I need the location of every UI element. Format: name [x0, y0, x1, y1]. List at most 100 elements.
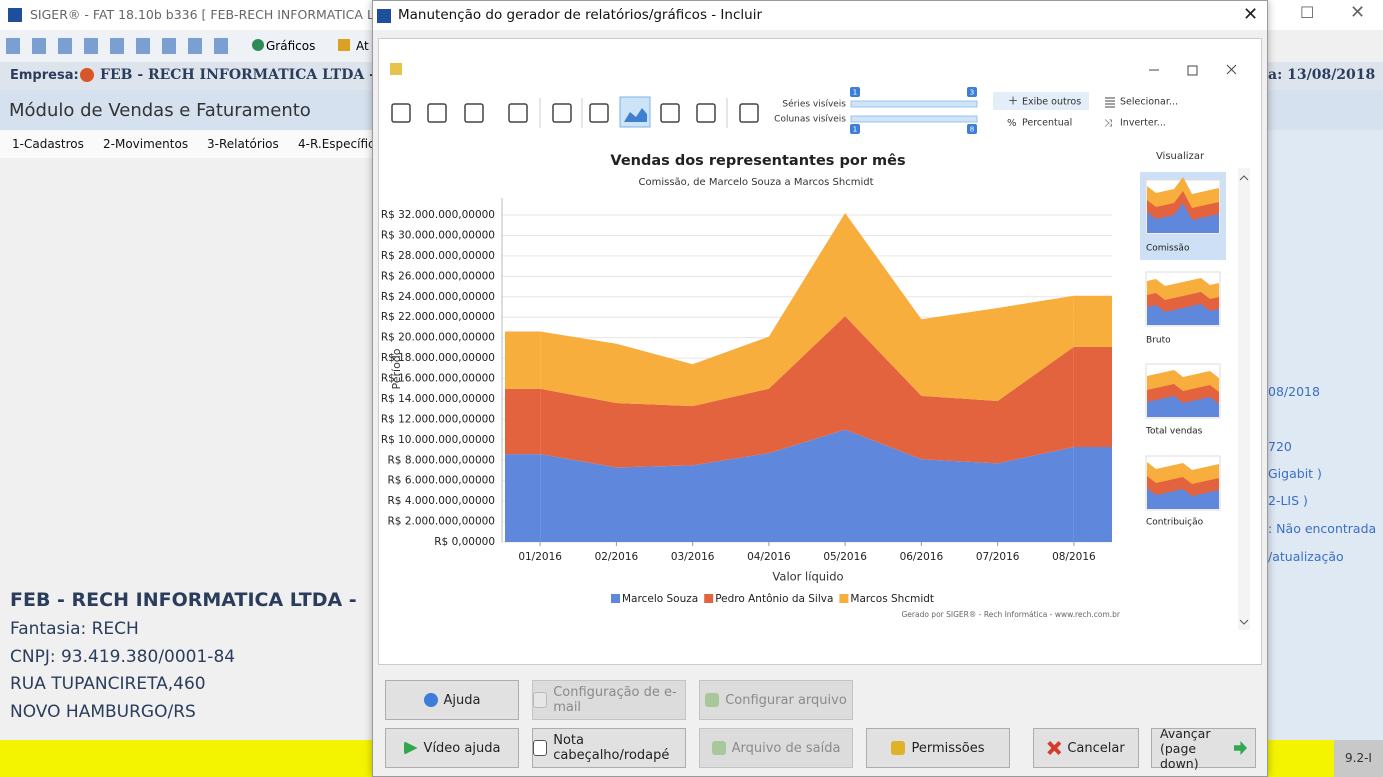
x-tick-label: 03/2016 — [671, 551, 715, 563]
thumbnail-area — [1147, 488, 1219, 509]
list-icon — [1105, 97, 1115, 108]
button[interactable]: Avançar (page down) — [1151, 726, 1256, 771]
side-info: 720 — [1268, 439, 1292, 454]
button[interactable]: Configuração de e-mail — [532, 680, 686, 720]
menu-item[interactable]: 2-Movimentos — [103, 137, 189, 151]
scroll-arrows[interactable] — [1239, 175, 1249, 625]
button[interactable]: Ajuda — [385, 680, 519, 720]
slider-thumb[interactable] — [850, 87, 860, 97]
dialog-title-bar: Manutenção do gerador de relatórios/gráf… — [373, 1, 1267, 30]
close[interactable]: ✕ — [1350, 2, 1366, 23]
y-tick-label: R$ 26.000.000,00000 — [381, 270, 495, 282]
button[interactable]: Configurar arquivo — [699, 680, 853, 720]
button[interactable]: Vídeo ajuda — [385, 728, 519, 768]
slider-value: 1 — [853, 126, 857, 134]
view-item[interactable]: Comissão — [1146, 244, 1190, 254]
company-icon — [80, 68, 94, 82]
columns-label: Colunas visíveis — [774, 115, 846, 125]
tool-icon[interactable] — [589, 103, 609, 123]
maximize[interactable]: ☐ — [1300, 3, 1315, 22]
tool-icon[interactable] — [696, 103, 716, 123]
slider-thumb[interactable] — [850, 124, 860, 134]
toolbar-item[interactable]: At — [356, 39, 369, 53]
y-tick-label: R$ 32.000.000,00000 — [381, 209, 495, 221]
company-info: NOVO HAMBURGO/RS — [10, 701, 196, 722]
menu-item[interactable]: 3-Relatórios — [207, 137, 279, 151]
window-icon — [390, 63, 402, 75]
maximize[interactable] — [1187, 65, 1198, 76]
version-box: 9.2-I — [1334, 740, 1383, 777]
y-tick-label: R$ 24.000.000,00000 — [381, 291, 495, 303]
x-tick-label: 07/2016 — [976, 551, 1020, 563]
y-tick-label: R$ 10.000.000,00000 — [381, 434, 495, 446]
slider-thumb[interactable] — [967, 87, 977, 97]
chart-window: Séries visíveis Colunas visíveis 1 31 8 + … — [381, 63, 1250, 630]
side-panel: 08/2018 720 Gigabit ) 2-LIS ): Não encontra… — [1268, 130, 1383, 740]
option-highlight — [993, 92, 1089, 110]
toolbar-item[interactable]: Gráficos — [266, 39, 316, 53]
scrollbar[interactable] — [1238, 168, 1250, 630]
side-info: 08/2018 — [1268, 384, 1320, 399]
series-slider[interactable] — [850, 100, 978, 108]
button-label: Ajuda — [443, 692, 481, 708]
plus-icon: + — [1008, 94, 1018, 108]
y-tick-label: R$ 4.000.000,00000 — [388, 495, 496, 507]
y-tick-label: R$ 30.000.000,00000 — [381, 229, 495, 241]
option[interactable]: Percentual — [1022, 118, 1072, 129]
menu-bar: 1-Cadastros 2-Movimentos 3-Relatórios 4-R.E… — [0, 130, 409, 158]
selected-tool — [619, 96, 651, 128]
legend-swatch — [611, 594, 620, 603]
x-tick-label: 06/2016 — [900, 551, 944, 563]
option[interactable]: Selecionar... — [1120, 97, 1178, 108]
view-item[interactable]: Contribuição — [1146, 518, 1204, 528]
date: a: 13/08/2018 — [1268, 67, 1376, 83]
tool-icon[interactable] — [660, 103, 680, 123]
side-info: 2-LIS ) — [1268, 493, 1308, 508]
y-tick-label: R$ 14.000.000,00000 — [381, 393, 495, 405]
tool-icon[interactable] — [552, 103, 572, 123]
button-label: Configuração de e-mail — [553, 685, 677, 715]
button-label: Arquivo de saída — [731, 740, 841, 756]
close[interactable] — [1226, 64, 1237, 75]
toolbar-icons — [6, 38, 236, 54]
view-item[interactable]: Bruto — [1146, 336, 1171, 346]
tool-icon[interactable] — [464, 103, 484, 123]
tool-icon[interactable] — [391, 103, 411, 123]
dialog-close[interactable]: ✕ — [1243, 4, 1259, 25]
tool-icon[interactable] — [508, 103, 528, 123]
option[interactable]: Exibe outros — [1022, 97, 1081, 108]
thumbnail-area — [1147, 203, 1219, 233]
legend-label: Marcos Shcmidt — [850, 593, 934, 605]
company-info: Fantasia: RECH — [10, 619, 139, 639]
legend-label: Pedro Antônio da Silva — [715, 593, 833, 605]
button[interactable]: Nota cabeçalho/rodapé — [532, 728, 686, 768]
chart-icon — [252, 39, 264, 51]
chart-title: Vendas dos representantes por mês — [610, 153, 905, 169]
y-tick-label: R$ 22.000.000,00000 — [381, 311, 495, 323]
view-item[interactable]: Total vendas — [1145, 427, 1203, 437]
menu-item[interactable]: 1-Cadastros — [12, 137, 84, 151]
button[interactable]: Cancelar — [1033, 728, 1139, 768]
button-label: Nota cabeçalho/rodapé — [553, 733, 670, 763]
area-edge — [505, 331, 541, 389]
area-icon[interactable] — [624, 108, 647, 122]
percent-icon: % — [1007, 118, 1017, 129]
x-tick-label: 01/2016 — [518, 551, 562, 563]
x-tick-label: 04/2016 — [747, 551, 791, 563]
x-tick-label: 08/2016 — [1052, 551, 1096, 563]
y-tick-label: R$ 2.000.000,00000 — [388, 516, 496, 528]
chart-subtitle: Comissão, de Marcelo Souza a Marcos Shcm… — [639, 177, 874, 188]
slider-thumb[interactable] — [967, 124, 977, 134]
button-label: Configurar arquivo — [725, 692, 847, 708]
view-title: Visualizar — [1156, 151, 1205, 162]
x-tick-label: 02/2016 — [595, 551, 639, 563]
option[interactable]: Inverter... — [1120, 118, 1166, 129]
series-label: Séries visíveis — [782, 99, 846, 110]
menu-item[interactable]: 4-R.Específico — [298, 137, 382, 151]
button[interactable]: Permissões — [866, 728, 1010, 768]
columns-slider[interactable] — [850, 115, 978, 123]
tool-icon[interactable] — [427, 103, 447, 123]
tool-icon[interactable] — [739, 103, 759, 123]
button[interactable]: Arquivo de saída — [699, 728, 853, 768]
y-axis-label: Período — [390, 348, 403, 389]
